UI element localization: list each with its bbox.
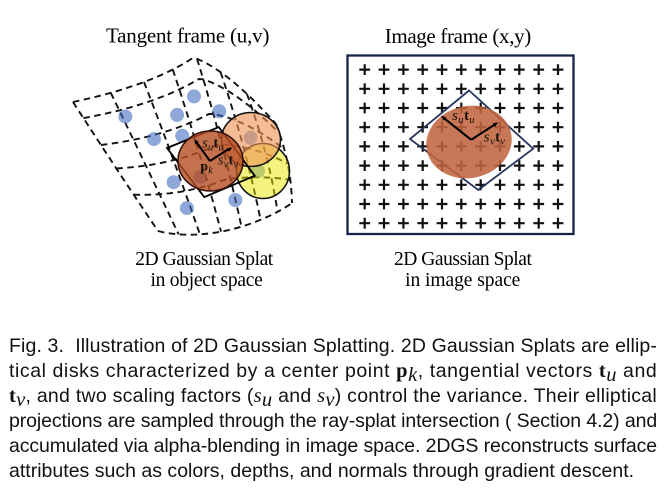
svg-text:Image frame (x,y): Image frame (x,y) — [385, 24, 532, 48]
svg-text:in object space: in object space — [150, 270, 262, 291]
svg-text:svtv: svtv — [218, 153, 238, 171]
svg-text:in image space: in image space — [405, 270, 520, 291]
svg-text:2D Gaussian Splat: 2D Gaussian Splat — [135, 249, 274, 270]
svg-text:2D Gaussian Splat: 2D Gaussian Splat — [394, 249, 533, 270]
svg-text:sutu: sutu — [202, 135, 223, 153]
svg-text:sutu: sutu — [452, 108, 475, 126]
svg-text:Tangent frame (u,v): Tangent frame (u,v) — [106, 24, 269, 48]
svg-text:svtv: svtv — [484, 130, 506, 148]
